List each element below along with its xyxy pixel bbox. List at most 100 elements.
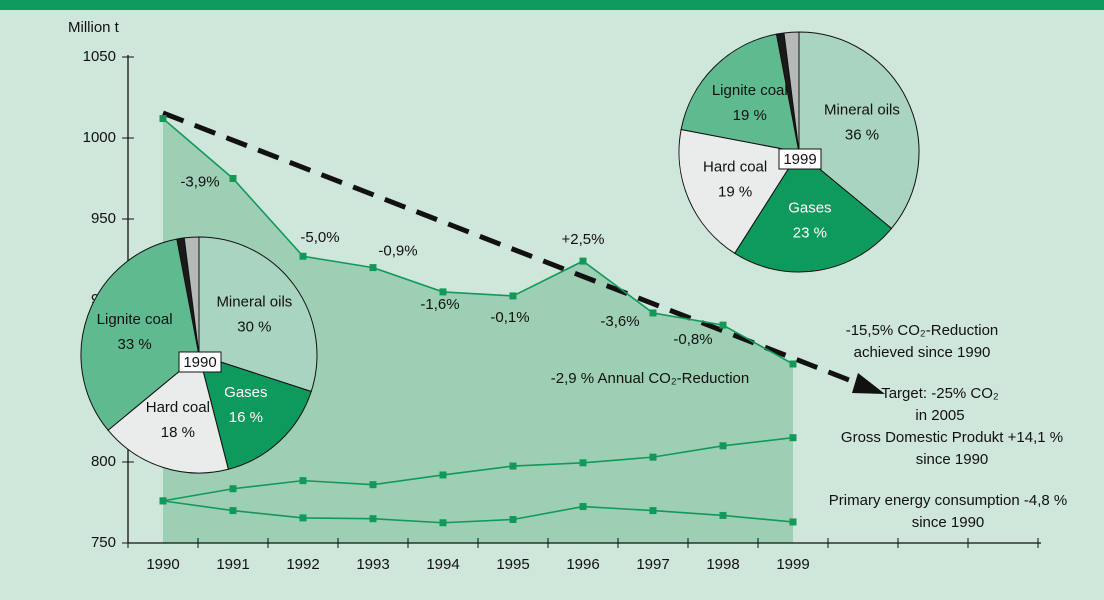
x-tick-label: 1996	[566, 556, 599, 573]
change-label: -3,6%	[600, 313, 639, 330]
point	[649, 453, 657, 461]
point	[159, 497, 167, 505]
slice-value: 30 %	[237, 319, 271, 336]
series-line	[162, 436, 794, 502]
point	[579, 503, 587, 511]
point	[649, 507, 657, 515]
slice-label: Mineral oils	[824, 101, 900, 118]
pie-title-box	[178, 351, 222, 373]
annotation: Gross Domestic Produkt +14,1 %	[841, 429, 1063, 446]
annotation: since 1990	[916, 451, 989, 468]
annotation: Primary energy consumption -4,8 %	[829, 492, 1067, 509]
top-band	[0, 0, 1104, 10]
point	[229, 507, 237, 515]
y-tick-label: 800	[91, 453, 116, 470]
change-label: -0,8%	[673, 331, 712, 348]
slice-value: 33 %	[118, 336, 152, 353]
slice-value: 19 %	[718, 184, 752, 201]
x-tick-label: 1993	[356, 556, 389, 573]
pie-slice	[798, 31, 920, 230]
y-tick-label: 750	[91, 534, 116, 551]
point	[509, 292, 517, 300]
slice-label: Gases	[788, 200, 831, 217]
slice-label: Lignite coal	[97, 311, 173, 328]
pie-title: 1990	[183, 354, 216, 371]
y-tick-label: 950	[91, 210, 116, 227]
annotation: -15,5% CO₂-Reduction	[846, 322, 999, 339]
point	[369, 264, 377, 272]
pie-slice	[678, 128, 800, 255]
change-label: +2,5%	[562, 231, 605, 248]
slice-label: Lignite coal	[712, 82, 788, 99]
point	[369, 481, 377, 489]
pie-slice	[783, 31, 800, 153]
slice-value: 23 %	[793, 225, 827, 242]
co2-area	[163, 118, 793, 543]
slice-value: 18 %	[161, 424, 195, 441]
pie-slice	[183, 236, 200, 356]
pie-title: 1999	[783, 151, 816, 168]
change-label: -0,1%	[490, 309, 529, 326]
point	[439, 519, 447, 527]
point	[719, 511, 727, 519]
point	[579, 459, 587, 467]
pie-slice	[198, 354, 312, 470]
x-tick-label: 1998	[706, 556, 739, 573]
target-arrowhead	[852, 373, 885, 394]
pie-slice	[107, 354, 229, 474]
series-line	[162, 117, 794, 365]
annotation: in 2005	[915, 407, 964, 424]
x-tick-label: 1994	[426, 556, 459, 573]
y-tick-label: 1000	[83, 129, 116, 146]
point	[719, 321, 727, 329]
pie: Mineral oils 36 % Gases 23 % Hard coal 19 % Li…	[678, 31, 920, 273]
x-tick-label: 1991	[216, 556, 249, 573]
series-line	[162, 500, 794, 524]
slice-label: Hard coal	[146, 399, 210, 416]
pie-slice	[734, 151, 893, 273]
pie-slice	[198, 236, 318, 393]
point	[299, 477, 307, 485]
point	[439, 288, 447, 296]
pie-slice	[680, 33, 800, 153]
pie: Mineral oils 30 % Gases 16 % Hard coal 18 % Li…	[80, 236, 318, 474]
pie-title-box	[778, 148, 822, 170]
x-tick-label: 1999	[776, 556, 809, 573]
annotation: since 1990	[912, 514, 985, 531]
annotation: Target: -25% CO₂	[881, 385, 999, 402]
point	[579, 257, 587, 265]
point	[789, 434, 797, 442]
slice-value: 36 %	[845, 126, 879, 143]
y-tick-label: 1050	[83, 48, 116, 65]
point	[509, 516, 517, 524]
point	[439, 471, 447, 479]
point	[299, 514, 307, 522]
annotation: -2,9 % Annual CO₂-Reduction	[551, 370, 749, 387]
change-label: -1,6%	[420, 296, 459, 313]
point	[789, 518, 797, 526]
point	[229, 485, 237, 493]
point	[789, 360, 797, 368]
slice-value: 19 %	[733, 107, 767, 124]
slice-value: 16 %	[229, 409, 263, 426]
annotation: achieved since 1990	[854, 344, 991, 361]
point	[509, 462, 517, 470]
change-label: -5,0%	[300, 229, 339, 246]
point	[229, 175, 237, 182]
point	[369, 515, 377, 523]
x-tick-label: 1997	[636, 556, 669, 573]
slice-label: Gases	[224, 384, 267, 401]
target-line	[162, 110, 863, 388]
x-tick-label: 1992	[286, 556, 319, 573]
point	[649, 309, 657, 317]
slice-label: Hard coal	[703, 159, 767, 176]
change-label: -0,9%	[378, 243, 417, 260]
pie-slice	[80, 238, 200, 431]
axis-label: Million t	[68, 19, 120, 36]
point	[299, 252, 307, 260]
point	[159, 115, 167, 123]
change-label: -3,9%	[180, 173, 219, 190]
point	[719, 442, 727, 450]
x-tick-label: 1990	[146, 556, 179, 573]
